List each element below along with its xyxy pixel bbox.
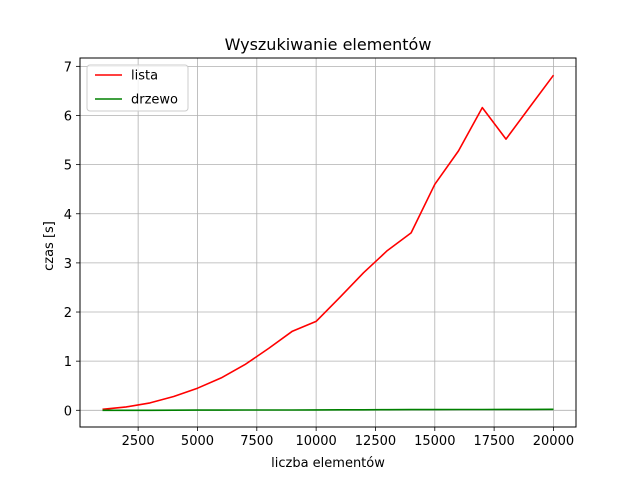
y-tick-label: 5 [64, 159, 72, 174]
x-tick-label: 12500 [355, 434, 396, 449]
legend-label-lista: lista [131, 69, 158, 84]
legend-label-drzewo: drzewo [131, 93, 178, 108]
y-tick-label: 4 [64, 208, 72, 223]
plot-frame [79, 57, 577, 428]
y-tick-label: 3 [64, 257, 72, 272]
x-tick-label: 10000 [295, 434, 336, 449]
x-tick-label: 15000 [414, 434, 455, 449]
series-line-drzewo [102, 408, 554, 412]
y-tick-label: 2 [64, 306, 72, 321]
x-tick-label: 17500 [473, 434, 514, 449]
x-tick-label: 20000 [533, 434, 574, 449]
x-tick-label: 5000 [181, 434, 214, 449]
y-tick-label: 0 [64, 404, 72, 419]
y-tick-label: 7 [64, 60, 72, 75]
x-tick-label: 2500 [122, 434, 155, 449]
x-tick-label: 7500 [240, 434, 273, 449]
series-lines [102, 74, 555, 412]
axis-ticks: 2500 5000 7500 10000 12500 15000 17500 20000 0 1 2… [64, 60, 574, 449]
x-axis-label: liczba elementów [271, 456, 385, 471]
series-line-lista [102, 74, 555, 411]
legend: lista drzewo [86, 64, 189, 112]
y-axis-label: czas [s] [42, 221, 57, 271]
chart-title: Wyszukiwanie elementów [225, 35, 432, 54]
y-tick-label: 6 [64, 109, 72, 124]
y-tick-label: 1 [64, 355, 72, 370]
